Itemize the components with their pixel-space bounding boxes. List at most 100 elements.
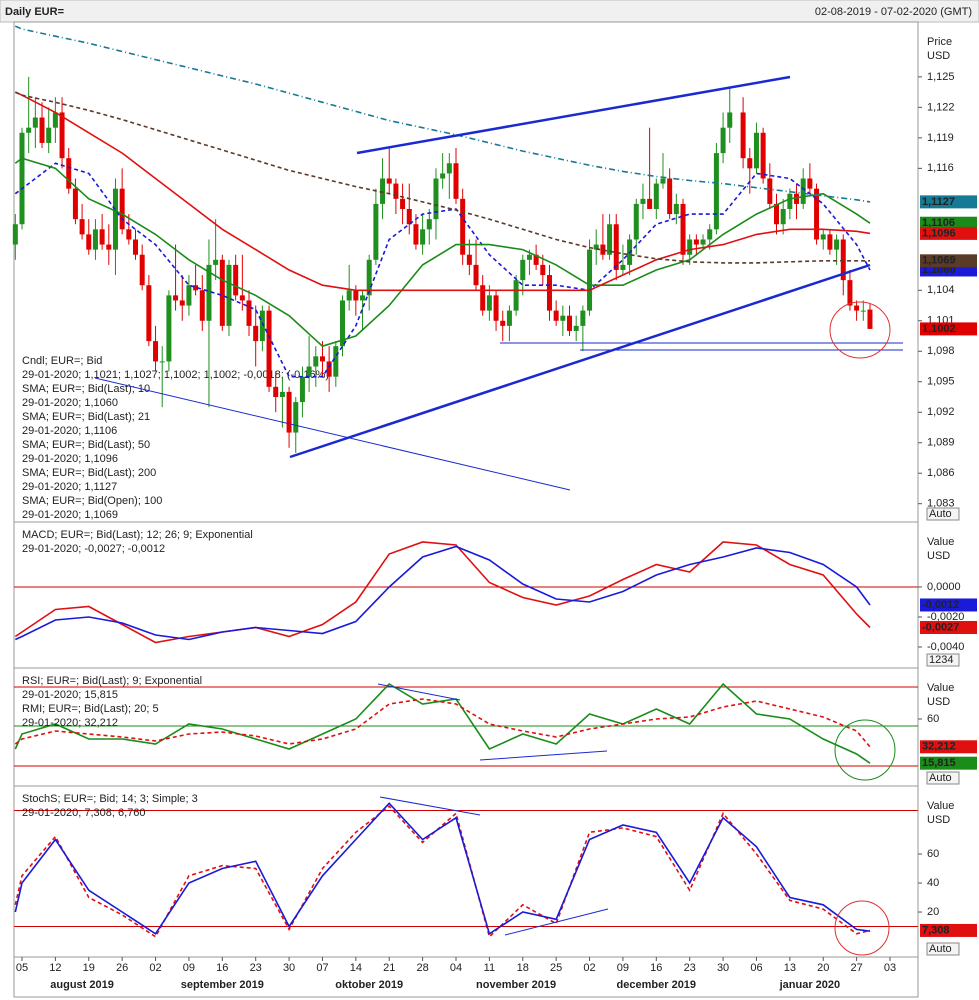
candle-body [59,112,65,159]
date-range: 02-08-2019 - 07-02-2020 (GMT) [815,6,972,18]
last-value-label: 1,1069 [922,255,956,267]
candle-body [814,188,820,240]
last-value-label: 1,1106 [922,217,955,229]
candle-body [306,366,312,377]
candle-body [346,290,352,301]
candle-body [526,254,532,260]
trend-line [479,750,608,761]
x-tick-label: 19 [83,962,95,974]
candle-body [493,295,499,321]
candle-body [99,229,105,245]
panel-button-label[interactable]: 1234 [929,654,953,666]
candle-body [573,325,579,331]
panel-button-label[interactable]: Auto [929,772,952,784]
candle-body [553,310,559,321]
y-tick-label: 60 [927,848,939,860]
candle-body [720,127,726,154]
candle-body [794,193,800,204]
candle-body [780,208,786,225]
axis-title: USD [927,814,950,826]
series-line [14,162,871,378]
x-tick-label: 02 [583,962,595,974]
candle-body [546,275,552,311]
y-tick-label: 1,083 [927,498,955,510]
axis-title: Value [927,800,954,812]
month-label: december 2019 [617,979,697,991]
candle-body [854,305,860,311]
last-value-box [920,195,977,209]
candle-body [273,386,279,397]
candle-body [426,219,432,230]
candle-body [146,285,152,342]
y-tick-label: 0,0000 [927,581,961,593]
x-tick-label: 30 [283,962,295,974]
panel-button-label[interactable]: Auto [929,943,952,955]
candle-body [587,249,593,311]
last-value-label: 32,212 [922,741,956,753]
series-line [14,25,871,203]
candle-body [333,346,339,377]
candle-body [660,178,666,184]
candle-body [773,203,779,225]
candle-body [740,112,746,159]
candle-body [440,173,446,179]
y-tick-label: 1,125 [927,71,955,83]
candle-body [360,295,366,301]
candle-body [700,239,706,245]
x-tick-label: 21 [383,962,395,974]
trend-line [504,908,609,936]
x-tick-label: 27 [850,962,862,974]
legend-text: SMA; EUR=; Bid(Last); 50 [22,439,150,451]
x-tick-label: 20 [817,962,829,974]
candle-body [867,309,873,329]
axis-title: USD [927,696,950,708]
candle-body [560,315,566,321]
last-value-label: -0,0027 [922,621,959,633]
candle-body [246,300,252,326]
candle-body [767,178,773,204]
candle-body [420,229,426,245]
candle-body [593,244,599,250]
candle-body [393,183,399,199]
legend-text: RMI; EUR=; Bid(Last); 20; 5 [22,703,159,715]
x-tick-label: 09 [183,962,195,974]
legend-text: 29-01-2020; 1,1021; 1,1027; 1,1002; 1,10… [22,369,329,381]
candle-body [373,203,379,260]
x-axis-area [13,956,919,998]
candle-body [800,178,806,204]
y-tick-label: 1,122 [927,101,955,113]
candle-body [19,132,25,225]
candle-body [126,229,132,240]
candle-body [206,264,212,321]
month-label: november 2019 [476,979,556,991]
x-tick-label: 02 [149,962,161,974]
candle-body [319,356,325,362]
candle-body [760,132,766,179]
candle-body [433,178,439,220]
last-value-label: -0,0012 [922,599,959,611]
candle-body [413,224,419,245]
panel-frame [13,21,919,523]
panel-button [926,771,960,785]
candle-body [840,239,846,281]
candle-body [506,310,512,326]
candle-body [693,239,699,245]
candle-body [820,234,826,240]
candle-body [299,376,305,403]
x-tick-label: 04 [450,962,462,974]
candle-body [673,203,679,215]
candle-body [159,361,165,363]
x-tick-label: 26 [116,962,128,974]
candle-body [607,224,613,255]
panel-button-label[interactable]: Auto [929,508,952,520]
legend-text: SMA; EUR=; Bid(Last); 200 [22,467,156,479]
last-value-box [920,216,977,230]
candle-body [480,285,486,311]
x-tick-label: 06 [750,962,762,974]
y-tick-label: 1,095 [927,376,955,388]
candle-body [173,295,179,301]
candle-body [79,219,85,235]
series-line [14,157,871,348]
candle-body [366,259,372,296]
legend-text: SMA; EUR=; Bid(Open); 100 [22,495,162,507]
